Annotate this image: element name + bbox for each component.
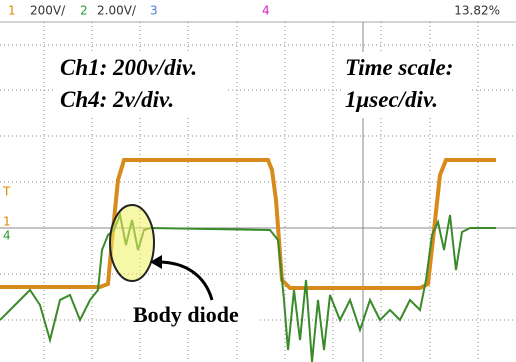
ch1-marker: 1 [3,215,11,229]
ch4-marker: 4 [3,229,11,243]
ch1-scale: 200V/ [30,4,66,18]
page: {"header": {"ch1_label": "1", "ch1_scale… [0,0,516,362]
ch4-label: 4 [262,4,270,18]
time-scale-line1: Time scale: [345,55,453,80]
readout: 13.82% [454,4,500,18]
trigger-marker: T [2,185,11,199]
time-scale-line2: 1μsec/div. [345,87,438,112]
oscilloscope-screen: 1 200V/ 2 2.00V/ 3 4 13.82% T 1 4 Ch1: 2… [0,0,516,362]
ch4-scale-note: Ch4: 2v/div. [60,87,174,112]
callout-text: Body diode [133,302,239,327]
ch2-label: 2 [80,4,88,18]
highlight-ellipse [110,205,154,281]
ch2-scale: 2.00V/ [97,4,137,18]
ch1-label: 1 [8,4,16,18]
ch1-scale-note: Ch1: 200v/div. [60,55,197,80]
ch3-label: 3 [150,4,158,18]
